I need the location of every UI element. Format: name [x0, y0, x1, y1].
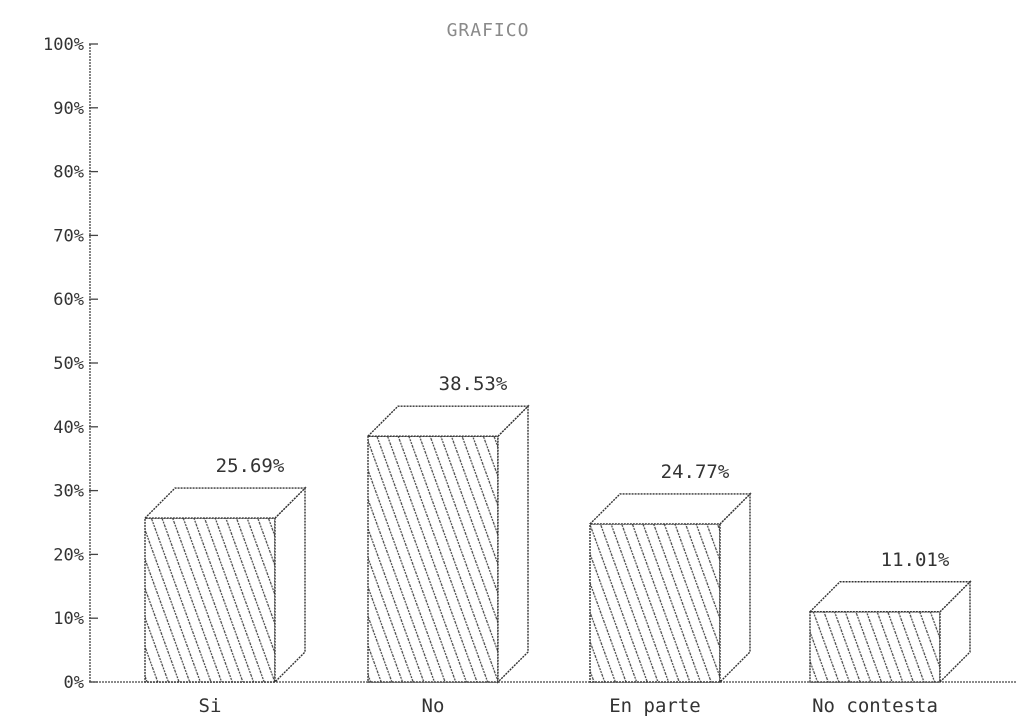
y-tick-label: 70%	[53, 226, 84, 246]
bar	[809, 611, 941, 683]
chart-title: GRAFICO	[447, 20, 530, 41]
bar	[367, 435, 499, 683]
axes: 0% 10% 20% 30% 40% 50% 60% 70% 80% 90% 100%	[43, 35, 1016, 693]
x-tick-label: No contesta	[812, 695, 938, 717]
y-tick-label: 50%	[53, 354, 84, 374]
y-tick-label: 90%	[53, 99, 84, 119]
bar-top-face	[588, 493, 752, 525]
y-tick-label: 60%	[53, 290, 84, 310]
bar-group: 11.01% No contesta	[808, 549, 972, 717]
x-tick-label: Si	[199, 695, 222, 717]
data-label: 11.01%	[881, 549, 950, 571]
bar-top-face	[143, 487, 307, 519]
y-tick-label: 40%	[53, 418, 84, 438]
bar-top-face	[366, 405, 530, 437]
bar-top-face	[808, 581, 972, 613]
bar	[144, 517, 276, 683]
bar-group: 38.53% No	[366, 373, 530, 717]
y-tick-label: 80%	[53, 163, 84, 183]
data-label: 24.77%	[661, 461, 730, 483]
x-tick-label: En parte	[609, 695, 701, 717]
bar	[589, 523, 721, 683]
bar-side-face	[719, 492, 751, 684]
y-tick-label: 100%	[43, 35, 84, 55]
bars: 25.69% Si 38.53% No 24.77% En parte 11.01% No c…	[143, 373, 972, 717]
bar-side-face	[274, 486, 306, 684]
data-label: 38.53%	[439, 373, 508, 395]
y-tick-label: 10%	[53, 609, 84, 629]
x-tick-label: No	[422, 695, 445, 717]
bar-group: 24.77% En parte	[588, 461, 752, 717]
data-label: 25.69%	[216, 455, 285, 477]
y-tick-label: 0%	[64, 673, 84, 693]
bar-group: 25.69% Si	[143, 455, 307, 717]
y-tick-label: 30%	[53, 482, 84, 502]
y-tick-label: 20%	[53, 545, 84, 565]
bar-side-face	[497, 404, 529, 684]
